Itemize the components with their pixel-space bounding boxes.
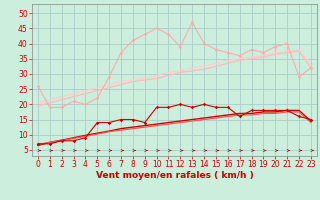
X-axis label: Vent moyen/en rafales ( km/h ): Vent moyen/en rafales ( km/h ) [96,171,253,180]
